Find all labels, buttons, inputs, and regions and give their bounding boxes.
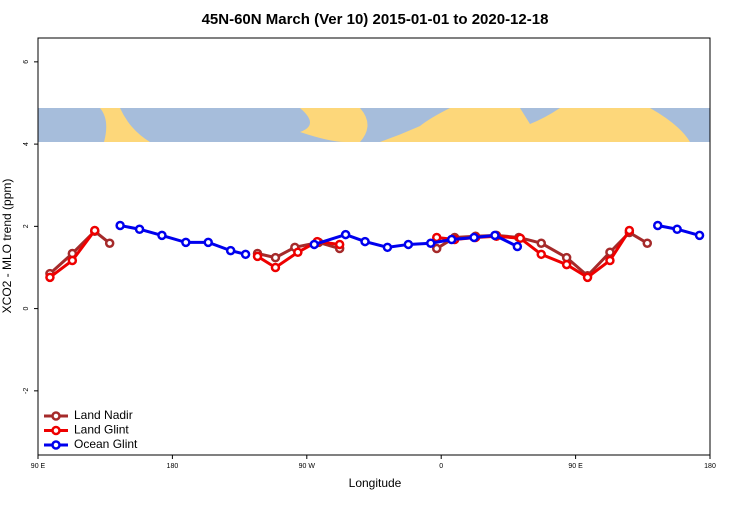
data-point bbox=[536, 238, 547, 248]
legend-label: Land Nadir bbox=[74, 408, 133, 422]
data-point bbox=[67, 255, 78, 266]
data-point bbox=[446, 234, 457, 245]
y-tick-label: -2 bbox=[23, 388, 30, 394]
legend-label: Ocean Glint bbox=[74, 437, 138, 451]
data-point bbox=[431, 232, 442, 243]
data-point bbox=[694, 230, 705, 241]
data-point bbox=[89, 225, 100, 236]
data-point bbox=[515, 233, 526, 244]
data-point bbox=[360, 236, 370, 247]
y-tick-label: 6 bbox=[23, 60, 30, 64]
y-axis-label: XCO2 - MLO trend (ppm) bbox=[0, 179, 14, 314]
data-point bbox=[104, 238, 115, 248]
plot-frame bbox=[37, 37, 711, 456]
data-point bbox=[240, 249, 251, 260]
y-tick-label: 4 bbox=[23, 142, 30, 146]
x-tick-label: 90 E bbox=[568, 463, 583, 470]
data-point bbox=[334, 239, 345, 250]
data-point bbox=[425, 238, 436, 248]
data-point bbox=[652, 220, 663, 231]
legend-label: Land Glint bbox=[74, 423, 129, 437]
data-point bbox=[115, 220, 125, 231]
data-point bbox=[45, 272, 55, 283]
x-tick-label: 180 bbox=[704, 463, 716, 470]
data-point bbox=[157, 230, 167, 241]
data-point bbox=[252, 251, 263, 262]
legend-marker bbox=[51, 411, 61, 421]
y-tick-label: 0 bbox=[23, 307, 30, 311]
y-tick-label: 2 bbox=[23, 224, 30, 228]
data-point bbox=[270, 252, 281, 263]
data-point bbox=[431, 243, 442, 254]
x-axis-label: Longitude bbox=[349, 476, 402, 490]
data-point bbox=[403, 239, 414, 250]
data-point bbox=[605, 255, 615, 266]
x-tick-label: 180 bbox=[167, 463, 179, 470]
legend-marker bbox=[51, 425, 61, 436]
data-point bbox=[512, 241, 523, 252]
data-point bbox=[624, 225, 635, 236]
x-tick-label: 0 bbox=[439, 463, 443, 470]
data-point bbox=[340, 229, 351, 240]
data-point bbox=[642, 238, 653, 248]
data-point bbox=[582, 272, 593, 283]
data-point bbox=[181, 237, 191, 248]
legend-marker bbox=[51, 440, 61, 450]
data-point bbox=[561, 259, 572, 270]
map-strip bbox=[38, 108, 710, 142]
x-tick-label: 90 E bbox=[31, 463, 46, 470]
data-point bbox=[293, 247, 303, 258]
data-point bbox=[536, 249, 547, 260]
data-point bbox=[203, 237, 213, 248]
data-point bbox=[490, 230, 500, 241]
data-point bbox=[469, 232, 479, 243]
data-point bbox=[225, 245, 236, 256]
data-point bbox=[270, 262, 281, 273]
data-point bbox=[134, 224, 145, 234]
x-tick-label: 90 W bbox=[299, 463, 316, 470]
data-point bbox=[672, 224, 682, 234]
data-point bbox=[309, 239, 320, 250]
data-point bbox=[382, 242, 393, 253]
chart-title: 45N-60N March (Ver 10) 2015-01-01 to 202… bbox=[202, 11, 549, 28]
